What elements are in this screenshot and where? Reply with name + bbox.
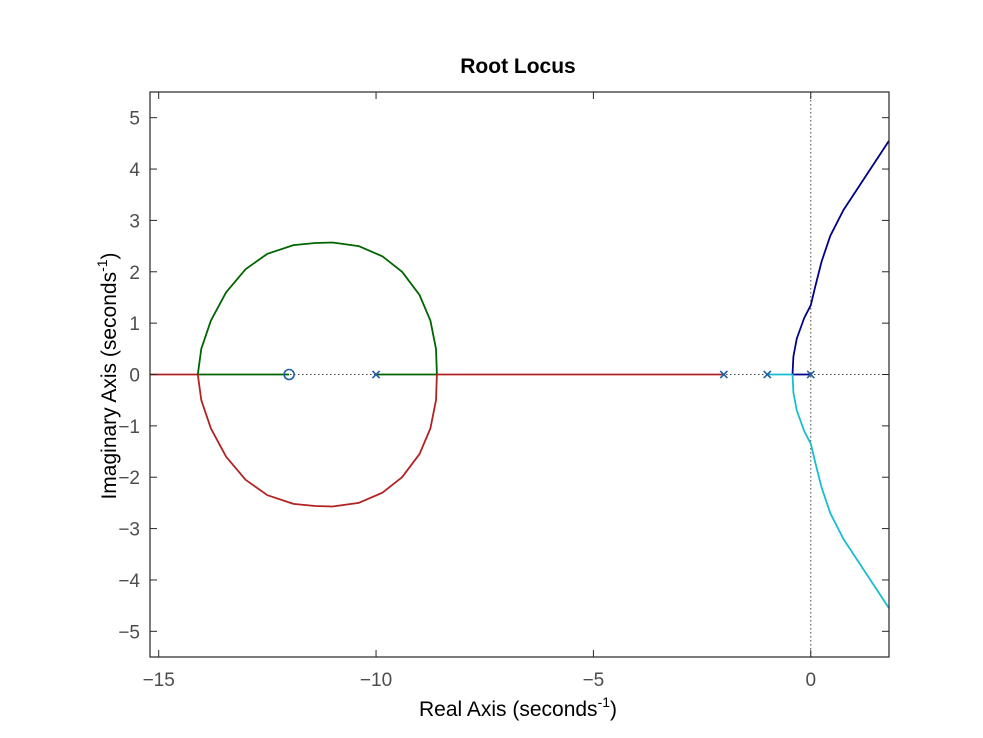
- x-axis-label: Real Axis (seconds-1): [419, 694, 617, 721]
- series-layer: [150, 140, 890, 609]
- pole-marker-2: [719, 370, 728, 379]
- chart-title: Root Locus: [460, 55, 576, 78]
- zero-marker-1: [283, 368, 295, 381]
- pole-marker-1: [371, 370, 381, 379]
- y-tick-label: −4: [118, 571, 140, 592]
- x-axis-label-close: ): [610, 698, 617, 721]
- y-tick-label: 3: [129, 211, 140, 232]
- y-tick-label: −3: [118, 520, 140, 541]
- x-axis-label-text: Real Axis (seconds: [419, 698, 598, 721]
- pole-marker-stroke: [763, 370, 772, 379]
- y-tick-label: 4: [129, 160, 140, 181]
- y-axis-label-text: Imaginary Axis (seconds: [98, 272, 121, 500]
- y-tick-label: 5: [129, 109, 140, 130]
- y-tick-label: 0: [129, 366, 140, 387]
- y-axis-label-exponent: -1: [94, 259, 110, 272]
- x-tick-label: −15: [143, 670, 175, 691]
- x-tick-label: −10: [360, 670, 392, 691]
- marker-layer: [283, 368, 815, 381]
- y-axis-label: Imaginary Axis (seconds-1): [94, 252, 121, 499]
- pole-marker-3: [763, 370, 772, 379]
- x-axis-label-exponent: -1: [598, 694, 611, 710]
- y-tick-label: −2: [118, 468, 140, 489]
- pole-marker-4: [806, 370, 815, 379]
- locus-branch-2: [767, 373, 890, 609]
- x-tick-label: 0: [805, 670, 816, 691]
- locus-branch-3: [196, 241, 438, 376]
- y-axis-label-close: ): [98, 252, 121, 259]
- locus-branch-1: [791, 140, 890, 376]
- y-tick-label: −5: [118, 622, 140, 643]
- y-tick-label: −1: [118, 417, 140, 438]
- pole-marker-stroke: [719, 370, 728, 379]
- x-tick-label: −5: [583, 670, 605, 691]
- y-tick-label: 1: [129, 314, 140, 335]
- locus-branch-4: [150, 373, 724, 508]
- y-tick-label: 2: [129, 263, 140, 284]
- pole-marker-stroke: [806, 370, 815, 379]
- pole-marker-stroke: [371, 370, 381, 379]
